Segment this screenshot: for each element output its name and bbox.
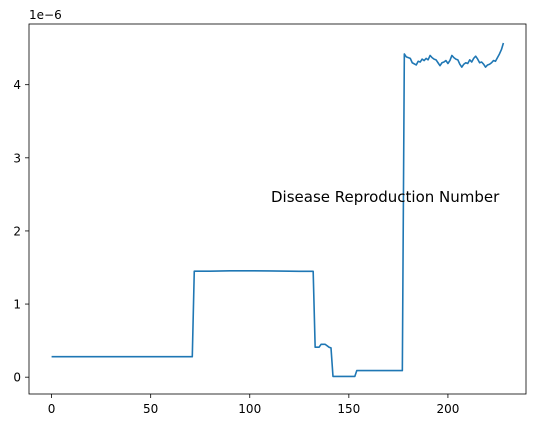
series-layer xyxy=(51,42,505,378)
y-tick-label: 4 xyxy=(13,78,21,92)
plot-frame xyxy=(28,23,527,395)
x-tick-label: 0 xyxy=(48,402,56,416)
y-tick-label: 0 xyxy=(13,371,21,385)
annotation-layer: Disease Reproduction Number xyxy=(271,188,500,206)
x-tick-label: 200 xyxy=(436,402,459,416)
x-tick-label: 150 xyxy=(337,402,360,416)
axes-layer xyxy=(28,23,527,395)
y-axis-offset-label: 1e−6 xyxy=(29,8,62,22)
x-tick-label: 100 xyxy=(238,402,261,416)
y-tick-label: 1 xyxy=(13,298,21,312)
series-line-0 xyxy=(51,42,505,378)
x-tick-label: 50 xyxy=(143,402,158,416)
y-tick-label: 2 xyxy=(13,224,21,238)
y-tick-label: 3 xyxy=(13,151,21,165)
chart-annotation: Disease Reproduction Number xyxy=(271,188,500,206)
x-axis-ticks: 0 50 100 150 200 xyxy=(48,394,459,416)
y-axis-ticks: 0 1 2 3 4 xyxy=(13,78,29,385)
